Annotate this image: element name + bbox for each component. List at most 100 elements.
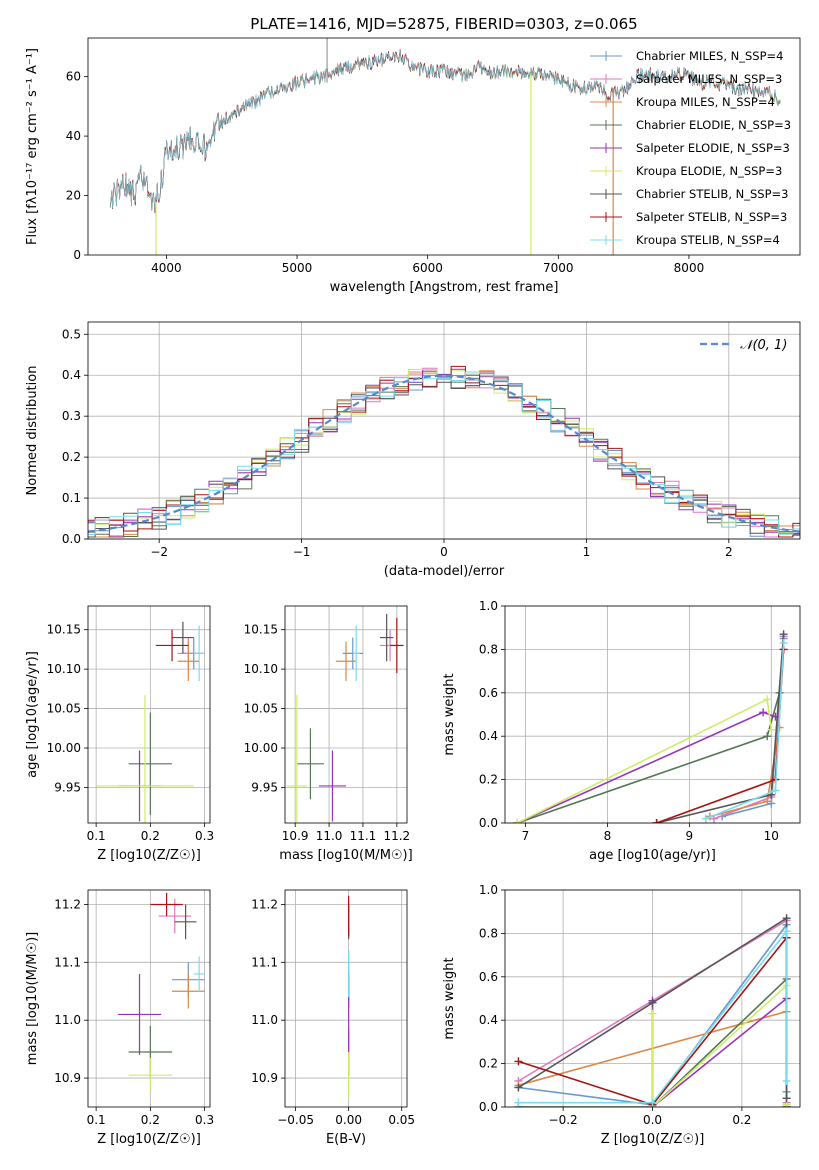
series-point: [514, 1057, 523, 1066]
chart-title: PLATE=1416, MJD=52875, FIBERID=0303, z=0…: [250, 15, 637, 33]
series-point: [779, 638, 788, 647]
x-tick-label: 0.2: [141, 829, 160, 843]
series-point: [763, 797, 772, 806]
legend-entry: Chabrier STELIB, N_SSP=3: [636, 187, 788, 201]
y-tick-label: 0.8: [479, 926, 498, 940]
axes-frame: [284, 605, 408, 824]
x-tick-label: 8: [604, 829, 612, 843]
y-tick-label: 0: [73, 248, 81, 262]
axes-frame: [87, 37, 801, 256]
data-point: [335, 641, 357, 681]
grid-lines: [88, 606, 210, 823]
y-tick-label: 0.6: [479, 970, 498, 984]
series-point: [771, 786, 780, 795]
y-tick-label: 10.10: [244, 662, 278, 676]
x-tick-label: 0.2: [732, 1113, 751, 1127]
y-tick-label: 10.00: [47, 741, 81, 755]
x-tick-label: 10.9: [282, 829, 309, 843]
x-tick-label: 6000: [412, 261, 443, 275]
normal-reference-curve: [88, 374, 800, 533]
data-point: [96, 695, 194, 823]
data-point: [155, 629, 189, 662]
series-point: [514, 1083, 523, 1092]
plot-area: [286, 613, 404, 823]
plot-area: [96, 621, 205, 823]
x-tick-label: −1: [293, 545, 311, 559]
y-tick-label: 0.4: [479, 729, 498, 743]
x-tick-label: −2: [150, 545, 168, 559]
series-point: [782, 1094, 791, 1103]
x-tick-label: 11.0: [316, 829, 343, 843]
data-point: [174, 904, 197, 940]
x-axis-label: Z [log10(Z/Z☉)]: [97, 848, 201, 863]
y-tick-label: 10.05: [47, 702, 81, 716]
data-point: [352, 625, 360, 681]
legend-entry: Salpeter STELIB, N_SSP=3: [636, 210, 787, 224]
data-point: [390, 617, 404, 674]
x-tick-label: −0.05: [277, 1113, 314, 1127]
y-tick-label: 9.95: [54, 780, 81, 794]
x-tick-label: 4000: [151, 261, 182, 275]
y-tick-label: 0.2: [479, 773, 498, 787]
x-axis-label: mass [log10(M/M☉)]: [279, 848, 412, 863]
x-tick-label: 8000: [674, 261, 705, 275]
y-tick-label: 11.1: [54, 955, 81, 969]
series-point: [648, 998, 657, 1007]
plot-area: [514, 914, 791, 1107]
y-tick-label: 20: [66, 189, 81, 203]
legend-entry: Kroupa STELIB, N_SSP=4: [636, 233, 780, 247]
data-point: [193, 956, 205, 992]
x-tick-label: 11.2: [383, 829, 410, 843]
x-axis-label: (data-model)/error: [384, 564, 505, 579]
legend-entry: Salpeter ELODIE, N_SSP=3: [636, 141, 790, 155]
legend-entry: Chabrier MILES, N_SSP=4: [636, 49, 783, 63]
residual-histogram-panel: −2 −1 0 1 2 0.0 0.1 0.2 0.3 0.4 0.5 (data-model)/er…: [25, 321, 801, 579]
y-tick-label: 0.2: [479, 1057, 498, 1071]
x-tick-label: 9: [686, 829, 694, 843]
series: [648, 994, 791, 1107]
series-line: [651, 983, 788, 1107]
x-tick-label: 0.05: [388, 1113, 415, 1127]
x-axis-label: E(B-V): [326, 1132, 366, 1147]
series-point: [648, 1098, 657, 1107]
y-tick-label: 10.9: [54, 1071, 81, 1085]
y-axis-label: age [log10(age/yr)]: [25, 651, 40, 778]
data-point: [177, 641, 200, 681]
legend-entry: Salpeter MILES, N_SSP=3: [636, 72, 782, 86]
x-tick-label: 0.0: [643, 1113, 662, 1127]
age-vs-mass-panel: 10.9 11.0 11.1 11.2 9.95 10.00 10.05 10.10 10.15…: [244, 605, 413, 863]
data-point: [128, 1057, 173, 1093]
plot-area: [513, 630, 788, 823]
spectrum-panel: 4000 5000 6000 7000 8000 0 20 40 60 wavelength [A…: [25, 15, 801, 295]
series: [701, 638, 788, 823]
plot-area: [117, 892, 205, 1093]
series-point: [513, 819, 522, 823]
data-point: [193, 625, 205, 681]
plot-area: [88, 365, 800, 538]
y-tick-label: 10.05: [244, 702, 278, 716]
y-tick-label: 0.8: [479, 642, 498, 656]
y-tick-label: 10.10: [47, 662, 81, 676]
series: [514, 927, 791, 1107]
x-tick-label: 0.1: [87, 829, 106, 843]
series: [513, 695, 776, 823]
data-point: [286, 695, 308, 823]
legend: Chabrier MILES, N_SSP=4 Salpeter MILES, N…: [590, 49, 791, 247]
x-axis-label: Z [log10(Z/Z☉)]: [601, 1132, 705, 1147]
y-tick-label: 10.9: [251, 1071, 278, 1085]
x-tick-label: 7: [522, 829, 530, 843]
y-tick-label: 0.0: [479, 816, 498, 830]
series-point: [652, 819, 661, 823]
series-point: [759, 708, 768, 717]
y-tick-label: 0.4: [62, 368, 81, 382]
y-tick-label: 1.0: [479, 599, 498, 613]
age-vs-metallicity-panel: 0.1 0.2 0.3 9.95 10.00 10.05 10.10 10.15 Z [log1…: [25, 605, 214, 863]
y-axis-label: mass [log10(M/M☉)]: [25, 932, 40, 1065]
grid-lines: [505, 605, 800, 824]
y-axis-label: mass weight: [442, 957, 457, 1039]
series-point: [763, 732, 772, 741]
data-point: [379, 613, 394, 662]
x-tick-label: 11.1: [350, 829, 377, 843]
grid-lines: [285, 606, 407, 823]
data-point: [128, 712, 173, 816]
